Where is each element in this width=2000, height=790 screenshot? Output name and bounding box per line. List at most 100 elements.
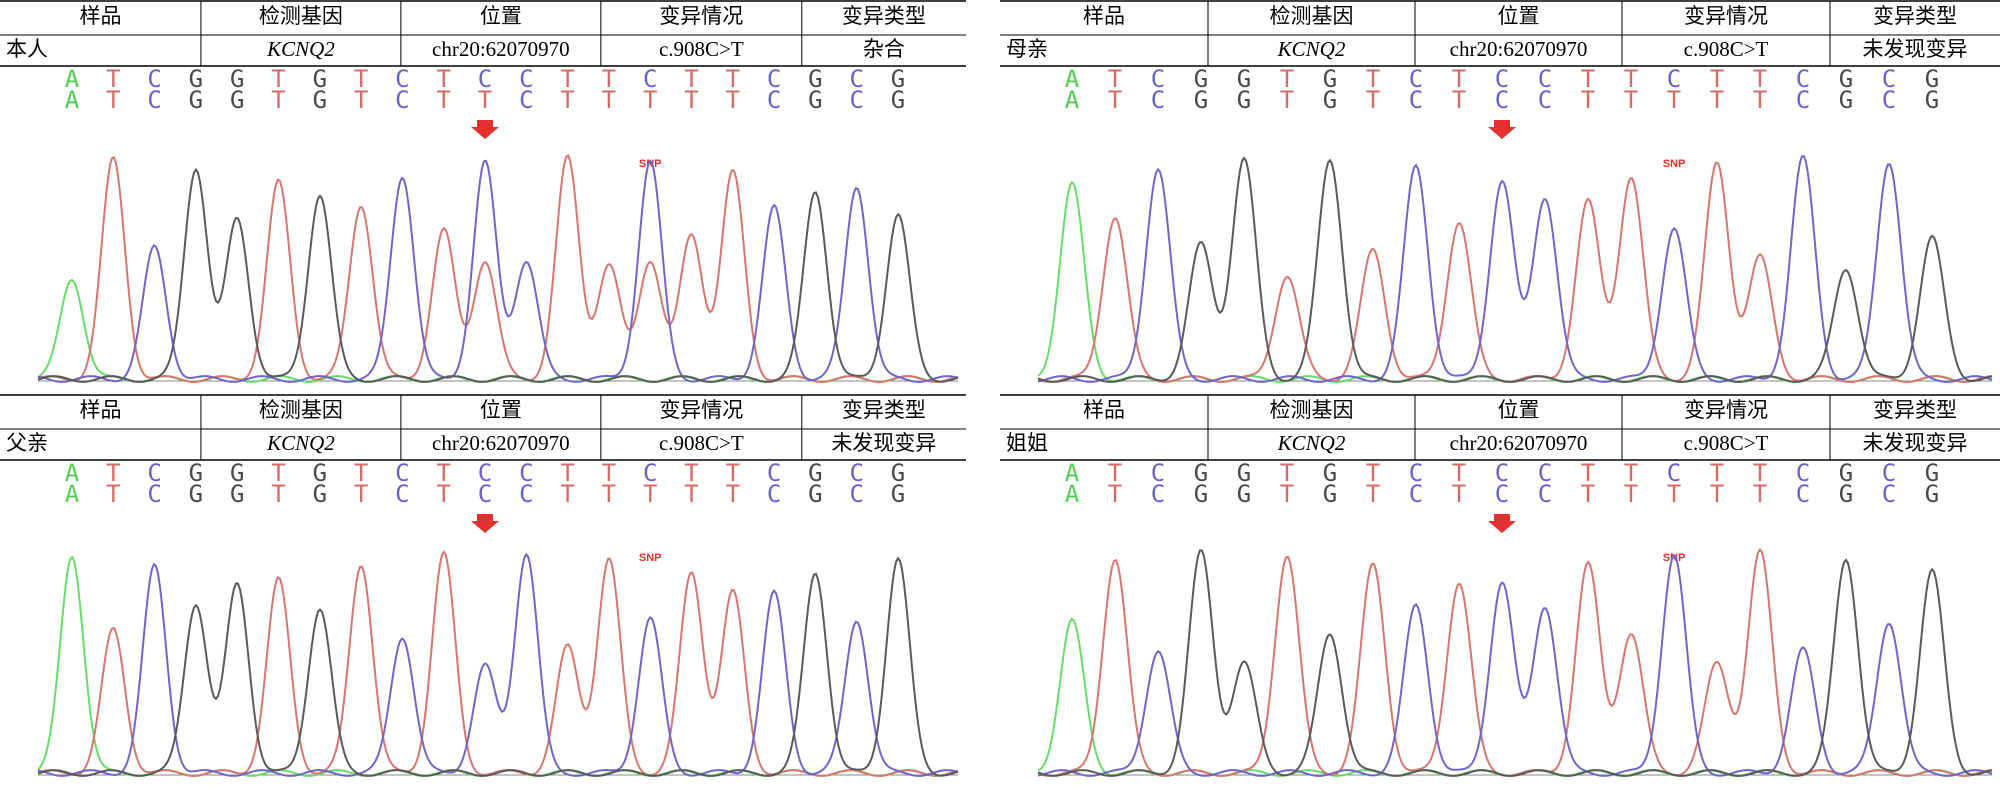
table-header: 样品	[79, 4, 121, 28]
base-call: C	[1796, 65, 1810, 93]
mutation-arrow	[471, 514, 499, 533]
base-call: T	[436, 459, 450, 487]
base-call: G	[808, 86, 822, 114]
base-call: T	[271, 480, 285, 508]
base-call: T	[1452, 86, 1466, 114]
base-call: C	[1151, 459, 1165, 487]
base-call: G	[1839, 459, 1853, 487]
base-call: G	[1925, 65, 1939, 93]
base-call: C	[1882, 480, 1896, 508]
table-header: 变异类型	[842, 398, 926, 422]
base-call: G	[808, 65, 822, 93]
base-call: G	[313, 65, 327, 93]
base-call: C	[478, 459, 492, 487]
base-call: G	[189, 65, 203, 93]
base-call: T	[1753, 480, 1767, 508]
base-call: C	[767, 65, 781, 93]
base-call: G	[1323, 480, 1337, 508]
table-header: 变异情况	[659, 4, 743, 28]
base-call: T	[1280, 480, 1294, 508]
base-call: T	[1667, 480, 1681, 508]
base-call: C	[1151, 86, 1165, 114]
base-call: A	[1065, 459, 1080, 487]
snp-label: SNP	[1663, 158, 1686, 170]
base-call: T	[1624, 459, 1638, 487]
base-call: C	[1538, 480, 1552, 508]
base-call: C	[395, 459, 409, 487]
base-call: T	[1753, 459, 1767, 487]
base-call: A	[1065, 65, 1080, 93]
base-call: G	[1323, 459, 1337, 487]
base-call: C	[849, 86, 863, 114]
base-call: T	[1366, 459, 1380, 487]
mutation-arrow	[471, 120, 499, 139]
base-call: T	[1710, 65, 1724, 93]
chromatogram-trace	[1037, 156, 1993, 383]
base-call: G	[1323, 86, 1337, 114]
base-call: T	[354, 65, 368, 93]
base-call: C	[849, 459, 863, 487]
base-call: G	[1839, 65, 1853, 93]
table-cell: KCNQ2	[1277, 431, 1346, 455]
table-cell: chr20:62070970	[432, 37, 570, 61]
base-call: T	[726, 65, 740, 93]
base-call: G	[808, 459, 822, 487]
table-cell: 未发现变异	[1863, 431, 1968, 455]
base-call: A	[65, 86, 80, 114]
base-call: C	[1409, 65, 1423, 93]
base-call: G	[1925, 86, 1939, 114]
table-cell: chr20:62070970	[1450, 431, 1588, 455]
base-call: G	[189, 86, 203, 114]
mutation-arrow	[1488, 514, 1516, 533]
base-call: C	[1882, 86, 1896, 114]
base-call: G	[891, 480, 905, 508]
base-call: T	[1710, 459, 1724, 487]
table-header: 位置	[1498, 398, 1540, 422]
base-call: C	[1882, 65, 1896, 93]
base-call: T	[1452, 65, 1466, 93]
base-call: C	[1796, 459, 1810, 487]
base-call: A	[65, 65, 80, 93]
table-header: 检测基因	[1270, 398, 1354, 422]
base-call: C	[767, 459, 781, 487]
table-header: 样品	[79, 398, 121, 422]
table-header: 变异类型	[842, 4, 926, 28]
base-call: T	[271, 459, 285, 487]
base-call: C	[1495, 86, 1509, 114]
base-call: T	[106, 65, 120, 93]
table-cell: 父亲	[6, 431, 48, 455]
base-call: G	[1194, 480, 1208, 508]
base-call: A	[65, 459, 80, 487]
base-call: T	[602, 459, 616, 487]
base-call: T	[1108, 65, 1122, 93]
base-call: A	[1065, 480, 1080, 508]
base-call: C	[643, 65, 657, 93]
table-header: 变异类型	[1873, 4, 1957, 28]
chromatogram-trace	[1037, 549, 1993, 777]
base-call: C	[1538, 459, 1552, 487]
chromatogram-trace	[1037, 155, 1993, 383]
base-call: T	[1667, 86, 1681, 114]
base-call: T	[1366, 480, 1380, 508]
table-header: 位置	[480, 4, 522, 28]
base-call: G	[1323, 65, 1337, 93]
base-call: G	[1237, 65, 1251, 93]
base-call: T	[1366, 65, 1380, 93]
base-call: T	[1452, 480, 1466, 508]
base-call: T	[106, 480, 120, 508]
base-call: G	[891, 65, 905, 93]
base-call: C	[519, 459, 533, 487]
base-call: T	[1452, 459, 1466, 487]
base-call: T	[354, 86, 368, 114]
base-call: T	[1753, 65, 1767, 93]
base-call: T	[684, 65, 698, 93]
base-call: C	[1409, 480, 1423, 508]
base-call: C	[147, 459, 161, 487]
base-call: C	[849, 65, 863, 93]
base-call: T	[106, 86, 120, 114]
base-call: C	[1882, 459, 1896, 487]
base-call: T	[726, 480, 740, 508]
base-call: G	[1194, 65, 1208, 93]
